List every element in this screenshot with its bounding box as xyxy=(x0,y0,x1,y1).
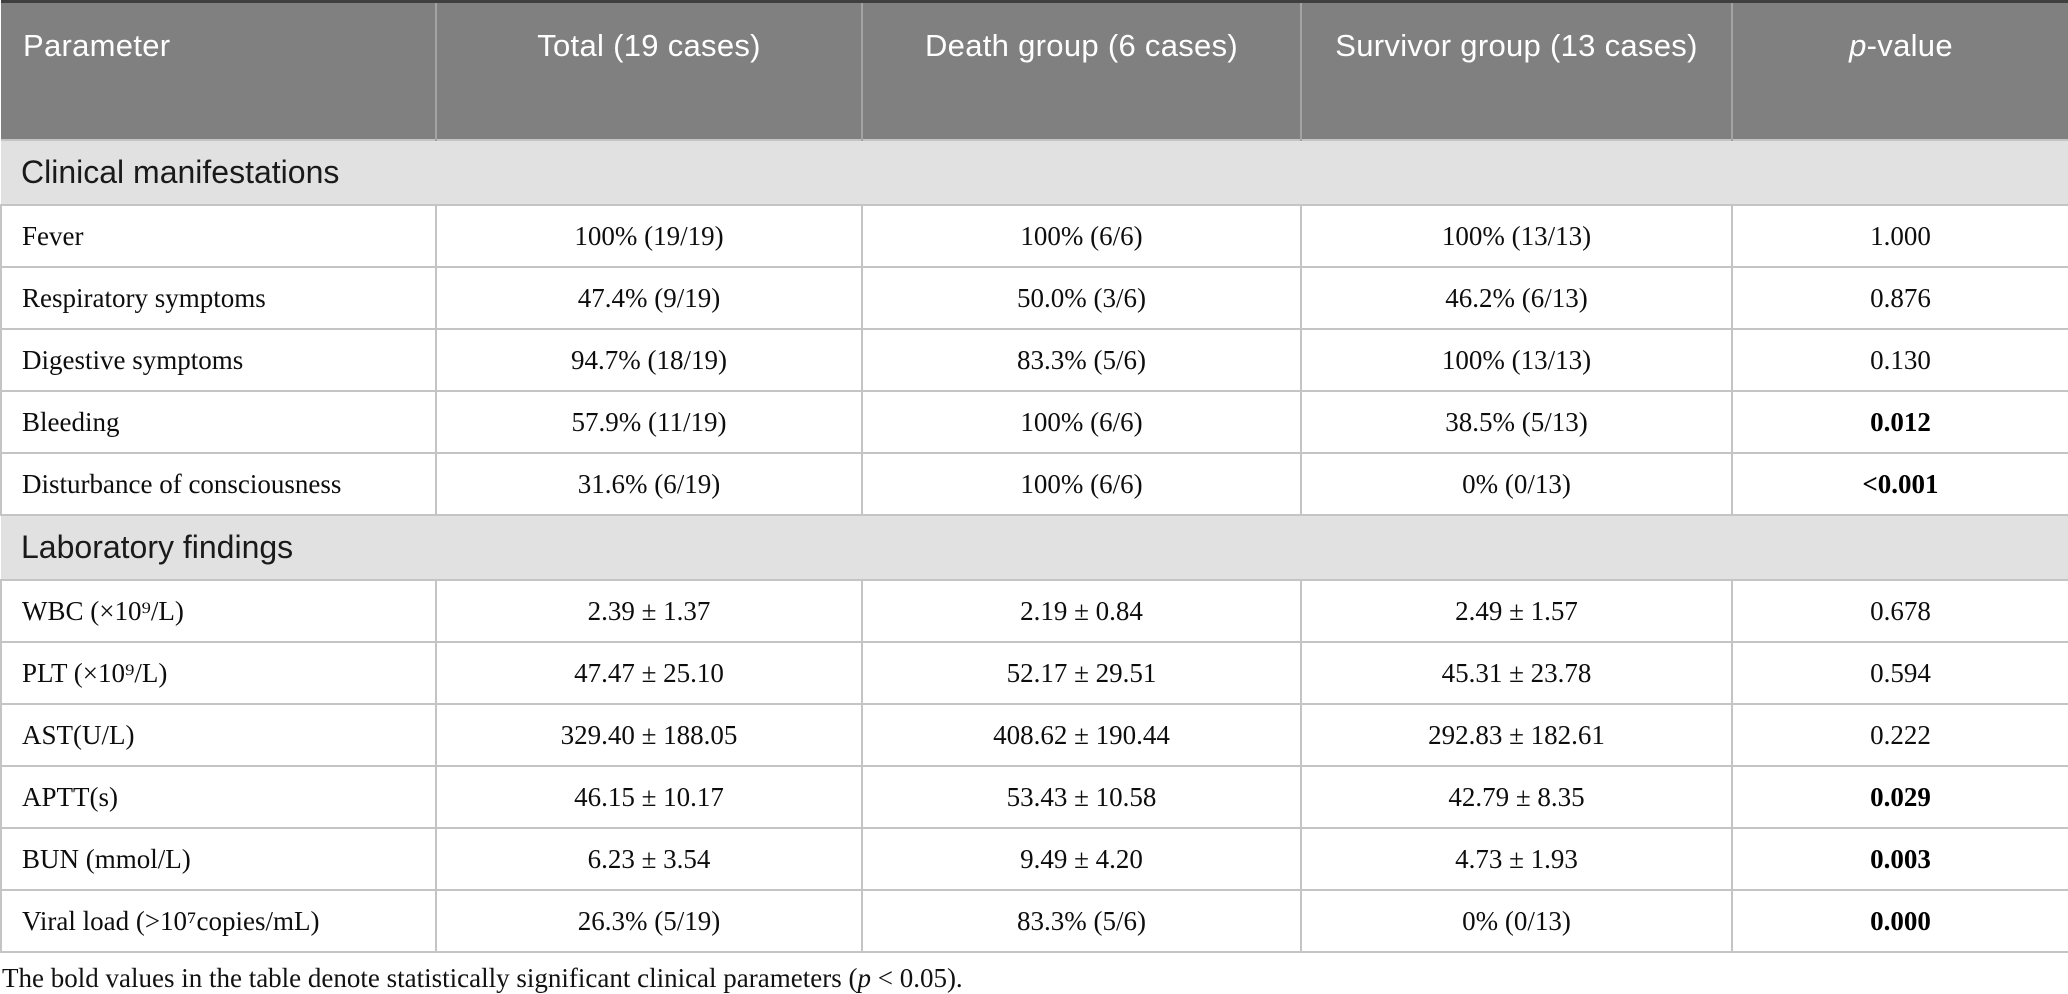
p-value-cell: 0.678 xyxy=(1731,579,2068,643)
total-value-cell: 31.6% (6/19) xyxy=(435,452,863,516)
survivor-value-cell: 38.5% (5/13) xyxy=(1300,390,1733,454)
table-row: APTT(s) 46.15 ± 10.17 53.43 ± 10.58 42.79 ±… xyxy=(0,765,2068,829)
survivor-value-cell: 2.49 ± 1.57 xyxy=(1300,579,1733,643)
total-value-cell: 100% (19/19) xyxy=(435,204,863,268)
table-footnote: The bold values in the table denote stat… xyxy=(2,963,2068,994)
death-value-cell: 408.62 ± 190.44 xyxy=(861,703,1302,767)
p-value-cell: 1.000 xyxy=(1731,204,2068,268)
death-value-cell: 100% (6/6) xyxy=(861,452,1302,516)
p-value-cell: 0.012 xyxy=(1731,390,2068,454)
parameter-cell: BUN (mmol/L) xyxy=(0,827,437,891)
table-row: PLT (×10⁹/L) 47.47 ± 25.10 52.17 ± 29.51 45… xyxy=(0,641,2068,705)
table-row: AST(U/L) 329.40 ± 188.05 408.62 ± 190.44 29… xyxy=(0,703,2068,767)
p-value-cell: 0.876 xyxy=(1731,266,2068,330)
p-value-italic-p: p xyxy=(1849,28,1867,63)
table-row: Disturbance of consciousness 31.6% (6/19)… xyxy=(0,452,2068,516)
p-value-cell: 0.029 xyxy=(1731,765,2068,829)
table-row: BUN (mmol/L) 6.23 ± 3.54 9.49 ± 4.20 4.73 ±… xyxy=(0,827,2068,891)
death-value-cell: 50.0% (3/6) xyxy=(861,266,1302,330)
survivor-value-cell: 0% (0/13) xyxy=(1300,889,1733,953)
column-header-survivor-group: Survivor group (13 cases) xyxy=(1300,0,1732,140)
footnote-suffix: < 0.05). xyxy=(870,963,963,993)
death-value-cell: 100% (6/6) xyxy=(861,204,1302,268)
survivor-value-cell: 100% (13/13) xyxy=(1300,328,1733,392)
survivor-value-cell: 46.2% (6/13) xyxy=(1300,266,1733,330)
table-row: Fever 100% (19/19) 100% (6/6) 100% (13/13) 1… xyxy=(0,204,2068,268)
column-header-death-group: Death group (6 cases) xyxy=(861,0,1301,140)
total-value-cell: 2.39 ± 1.37 xyxy=(435,579,863,643)
parameter-cell: PLT (×10⁹/L) xyxy=(0,641,437,705)
table-row: Digestive symptoms 94.7% (18/19) 83.3% (5/… xyxy=(0,328,2068,392)
column-header-total: Total (19 cases) xyxy=(435,0,862,140)
parameter-cell: Respiratory symptoms xyxy=(0,266,437,330)
section-title: Clinical manifestations xyxy=(1,139,2068,206)
p-value-cell: 0.594 xyxy=(1731,641,2068,705)
death-value-cell: 9.49 ± 4.20 xyxy=(861,827,1302,891)
p-value-cell: <0.001 xyxy=(1731,452,2068,516)
table-header: Parameter Total (19 cases) Death group (… xyxy=(1,0,2068,140)
survivor-value-cell: 42.79 ± 8.35 xyxy=(1300,765,1733,829)
table-row: Respiratory symptoms 47.4% (9/19) 50.0% (3… xyxy=(0,266,2068,330)
total-value-cell: 47.47 ± 25.10 xyxy=(435,641,863,705)
death-value-cell: 52.17 ± 29.51 xyxy=(861,641,1302,705)
survivor-value-cell: 4.73 ± 1.93 xyxy=(1300,827,1733,891)
death-value-cell: 83.3% (5/6) xyxy=(861,889,1302,953)
total-value-cell: 94.7% (18/19) xyxy=(435,328,863,392)
p-value-cell: 0.000 xyxy=(1731,889,2068,953)
total-value-cell: 6.23 ± 3.54 xyxy=(435,827,863,891)
parameter-cell: Disturbance of consciousness xyxy=(0,452,437,516)
column-header-parameter: Parameter xyxy=(1,0,436,140)
p-value-cell: 0.222 xyxy=(1731,703,2068,767)
parameter-cell: APTT(s) xyxy=(0,765,437,829)
footnote-prefix: The bold values in the table denote stat… xyxy=(2,963,858,993)
table-row: Viral load (>10⁷copies/mL) 26.3% (5/19) 83… xyxy=(0,889,2068,953)
total-value-cell: 329.40 ± 188.05 xyxy=(435,703,863,767)
footnote-italic-p: p xyxy=(857,963,871,993)
death-value-cell: 2.19 ± 0.84 xyxy=(861,579,1302,643)
total-value-cell: 26.3% (5/19) xyxy=(435,889,863,953)
section-title: Laboratory findings xyxy=(1,514,2068,581)
total-value-cell: 47.4% (9/19) xyxy=(435,266,863,330)
p-value-rest: -value xyxy=(1866,28,1953,63)
survivor-value-cell: 45.31 ± 23.78 xyxy=(1300,641,1733,705)
parameter-cell: Digestive symptoms xyxy=(0,328,437,392)
section-row: Laboratory findings xyxy=(1,514,2068,581)
table-row: Bleeding 57.9% (11/19) 100% (6/6) 38.5% (5/… xyxy=(0,390,2068,454)
header-row: Parameter Total (19 cases) Death group (… xyxy=(1,0,2068,140)
survivor-value-cell: 100% (13/13) xyxy=(1300,204,1733,268)
clinical-parameters-table: Parameter Total (19 cases) Death group (… xyxy=(0,0,2068,953)
parameter-cell: Fever xyxy=(0,204,437,268)
parameter-cell: WBC (×10⁹/L) xyxy=(0,579,437,643)
table-body: Clinical manifestations Fever 100% (19/19)… xyxy=(0,139,2068,953)
survivor-value-cell: 0% (0/13) xyxy=(1300,452,1733,516)
survivor-value-cell: 292.83 ± 182.61 xyxy=(1300,703,1733,767)
p-value-cell: 0.130 xyxy=(1731,328,2068,392)
total-value-cell: 57.9% (11/19) xyxy=(435,390,863,454)
death-value-cell: 100% (6/6) xyxy=(861,390,1302,454)
total-value-cell: 46.15 ± 10.17 xyxy=(435,765,863,829)
column-header-p-value: p-value xyxy=(1731,0,2068,140)
death-value-cell: 83.3% (5/6) xyxy=(861,328,1302,392)
parameter-cell: Bleeding xyxy=(0,390,437,454)
parameter-cell: Viral load (>10⁷copies/mL) xyxy=(0,889,437,953)
section-row: Clinical manifestations xyxy=(1,139,2068,206)
death-value-cell: 53.43 ± 10.58 xyxy=(861,765,1302,829)
parameter-cell: AST(U/L) xyxy=(0,703,437,767)
table-row: WBC (×10⁹/L) 2.39 ± 1.37 2.19 ± 0.84 2.49 ±… xyxy=(0,579,2068,643)
p-value-cell: 0.003 xyxy=(1731,827,2068,891)
